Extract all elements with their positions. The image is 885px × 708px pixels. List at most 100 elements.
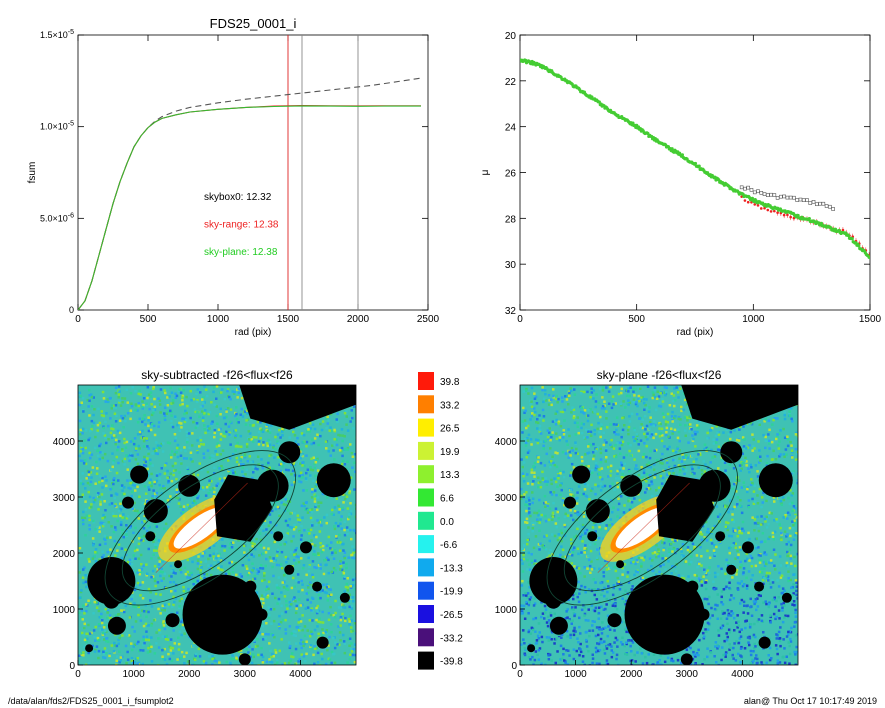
- noise-pixel: [530, 471, 533, 474]
- noise-pixel: [146, 467, 149, 471]
- noise-pixel: [223, 397, 226, 401]
- noise-pixel: [265, 622, 268, 625]
- noise-pixel: [179, 454, 183, 457]
- noise-pixel: [317, 609, 321, 613]
- noise-pixel: [84, 580, 88, 584]
- noise-pixel: [648, 487, 652, 491]
- noise-pixel: [208, 655, 211, 658]
- noise-pixel: [339, 562, 342, 566]
- noise-pixel: [120, 500, 123, 504]
- image-area: [520, 385, 798, 665]
- noise-pixel: [587, 428, 590, 432]
- noise-pixel: [538, 521, 541, 524]
- noise-pixel: [254, 645, 258, 648]
- noise-pixel: [726, 635, 729, 639]
- noise-pixel: [206, 470, 210, 474]
- noise-pixel: [130, 402, 133, 405]
- noise-pixel: [148, 650, 152, 653]
- noise-pixel: [621, 573, 624, 576]
- noise-pixel: [342, 633, 345, 637]
- noise-pixel: [170, 575, 173, 578]
- noise-pixel: [287, 661, 291, 665]
- noise-pixel: [175, 488, 179, 491]
- noise-pixel: [173, 453, 176, 456]
- noise-pixel: [196, 562, 200, 565]
- noise-pixel: [626, 429, 630, 432]
- noise-pixel: [521, 562, 524, 565]
- noise-pixel: [153, 577, 156, 580]
- noise-pixel: [83, 612, 86, 615]
- noise-pixel: [174, 597, 178, 600]
- noise-pixel: [196, 388, 200, 391]
- noise-pixel: [137, 604, 140, 607]
- noise-pixel: [150, 624, 153, 627]
- noise-pixel: [256, 455, 260, 458]
- noise-pixel: [142, 635, 145, 639]
- noise-pixel: [728, 630, 731, 634]
- noise-pixel: [304, 477, 308, 480]
- noise-pixel: [140, 436, 143, 440]
- noise-pixel: [346, 448, 349, 451]
- noise-pixel: [221, 449, 225, 452]
- sky-annotation: sky-range: 12.38: [204, 220, 279, 231]
- noise-pixel: [257, 443, 261, 446]
- noise-pixel: [185, 411, 188, 415]
- y-tick-label: 0: [69, 661, 75, 672]
- noise-pixel: [121, 459, 125, 463]
- noise-pixel: [329, 588, 332, 591]
- profile-point: [805, 198, 809, 202]
- noise-pixel: [606, 580, 609, 583]
- noise-pixel: [141, 502, 145, 505]
- noise-pixel: [88, 436, 92, 440]
- noise-pixel: [159, 570, 163, 573]
- noise-pixel: [172, 571, 175, 574]
- noise-pixel: [520, 584, 524, 587]
- noise-pixel: [333, 616, 337, 619]
- noise-pixel: [281, 618, 285, 622]
- noise-pixel: [624, 602, 627, 606]
- noise-pixel: [534, 395, 538, 399]
- noise-pixel: [152, 489, 155, 492]
- noise-pixel: [689, 646, 692, 650]
- noise-pixel: [349, 443, 352, 446]
- noise-pixel: [88, 518, 91, 522]
- noise-pixel: [189, 389, 192, 393]
- noise-pixel: [121, 489, 124, 492]
- noise-pixel: [253, 464, 257, 468]
- noise-pixel: [96, 638, 99, 641]
- noise-pixel: [343, 642, 347, 645]
- noise-pixel: [180, 650, 184, 654]
- noise-pixel: [537, 513, 540, 517]
- noise-pixel: [98, 530, 101, 533]
- noise-pixel: [253, 639, 256, 642]
- noise-pixel: [99, 500, 102, 503]
- profile-point: [776, 211, 779, 214]
- aperture-ellipse: [121, 464, 279, 592]
- noise-pixel: [302, 489, 305, 492]
- noise-pixel: [229, 420, 232, 424]
- noise-pixel: [263, 519, 267, 522]
- profile-point: [670, 147, 674, 151]
- noise-pixel: [136, 462, 140, 466]
- noise-pixel: [315, 459, 319, 462]
- noise-pixel: [615, 657, 618, 661]
- noise-pixel: [773, 530, 777, 534]
- noise-pixel: [643, 414, 647, 418]
- noise-pixel: [81, 472, 84, 475]
- noise-pixel: [105, 652, 108, 655]
- noise-pixel: [172, 469, 176, 472]
- noise-pixel: [164, 391, 167, 395]
- noise-pixel: [543, 480, 547, 483]
- noise-pixel: [149, 428, 153, 432]
- profile-point: [814, 202, 819, 207]
- noise-pixel: [674, 570, 678, 573]
- noise-pixel: [706, 647, 709, 650]
- noise-pixel: [791, 471, 795, 475]
- noise-pixel: [168, 395, 171, 398]
- noise-pixel: [335, 443, 339, 447]
- noise-pixel: [343, 463, 347, 466]
- noise-pixel: [293, 596, 296, 599]
- noise-pixel: [141, 521, 144, 524]
- noise-pixel: [744, 626, 747, 630]
- profile-point: [746, 200, 750, 204]
